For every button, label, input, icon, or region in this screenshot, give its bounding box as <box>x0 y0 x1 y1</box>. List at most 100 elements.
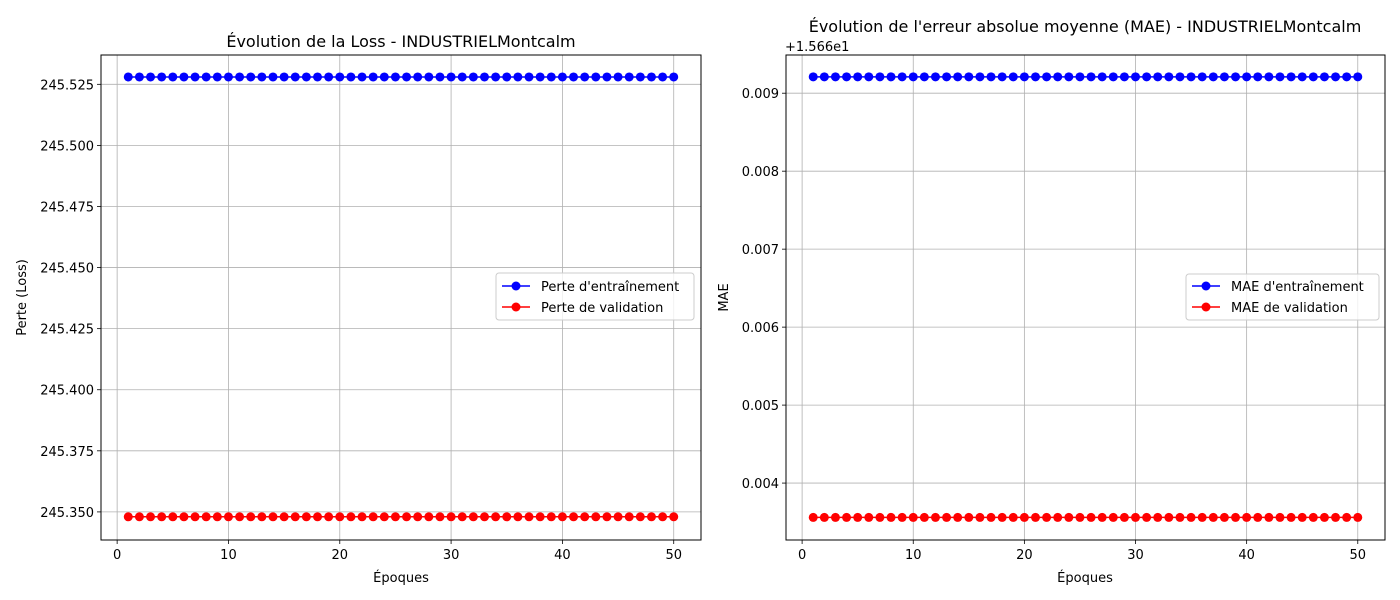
loss-train-point <box>513 72 523 82</box>
loss-train-point <box>212 72 222 82</box>
loss-legend-train-marker <box>511 281 521 291</box>
loss-train-point <box>658 72 668 82</box>
mae-train-point <box>1153 72 1163 82</box>
mae-val-point <box>1053 512 1063 522</box>
loss-val-point <box>357 512 367 522</box>
mae-legend-train-label: MAE d'entraînement <box>1231 280 1364 295</box>
loss-y-tick-label: 245.375 <box>40 445 94 460</box>
mae-val-point <box>1008 512 1018 522</box>
loss-train-point <box>246 72 256 82</box>
loss-train-point <box>301 72 311 82</box>
loss-y-tick-label: 245.475 <box>40 200 94 215</box>
loss-val-point <box>201 512 211 522</box>
loss-train-point <box>669 72 679 82</box>
mae-val-point <box>1119 512 1129 522</box>
mae-train-point <box>919 72 929 82</box>
loss-val-point <box>424 512 434 522</box>
loss-val-point <box>235 512 245 522</box>
loss-val-point <box>435 512 445 522</box>
loss-legend: Perte d'entraînement Perte de validation <box>495 272 695 321</box>
mae-train-point <box>1075 72 1085 82</box>
loss-val-point <box>190 512 200 522</box>
loss-val-point <box>146 512 156 522</box>
mae-train-point <box>908 72 918 82</box>
mae-train-point <box>930 72 940 82</box>
loss-y-tick-label: 245.500 <box>40 139 94 154</box>
mae-train-point <box>1264 72 1274 82</box>
mae-val-point <box>942 512 952 522</box>
mae-x-tick-label: 30 <box>1127 548 1144 563</box>
loss-train-point <box>524 72 534 82</box>
mae-train-point <box>1331 72 1341 82</box>
loss-x-tick-label: 30 <box>443 548 460 563</box>
loss-val-point <box>658 512 668 522</box>
mae-x-tick-label: 20 <box>1016 548 1033 563</box>
mae-val-point <box>1064 512 1074 522</box>
loss-train-point <box>223 72 233 82</box>
loss-val-point <box>624 512 634 522</box>
loss-legend-val-label: Perte de validation <box>541 301 663 316</box>
mae-val-point <box>975 512 985 522</box>
loss-val-point <box>257 512 267 522</box>
mae-train-point <box>1197 72 1207 82</box>
mae-train-point <box>886 72 896 82</box>
loss-val-point <box>646 512 656 522</box>
mae-val-point <box>986 512 996 522</box>
mae-val-point <box>1219 512 1229 522</box>
loss-train-point <box>123 72 133 82</box>
loss-val-point <box>390 512 400 522</box>
loss-val-point <box>290 512 300 522</box>
loss-val-point <box>591 512 601 522</box>
loss-val-point <box>413 512 423 522</box>
mae-val-point <box>1097 512 1107 522</box>
mae-train-point <box>942 72 952 82</box>
loss-train-point <box>390 72 400 82</box>
loss-train-point <box>624 72 634 82</box>
loss-val-point <box>546 512 556 522</box>
mae-train-point <box>1175 72 1185 82</box>
mae-val-point <box>830 512 840 522</box>
mae-val-point <box>1264 512 1274 522</box>
mae-val-point <box>897 512 907 522</box>
loss-train-point <box>346 72 356 82</box>
loss-val-point <box>134 512 144 522</box>
loss-x-tick-label: 20 <box>332 548 349 563</box>
loss-train-point <box>402 72 412 82</box>
mae-train-point <box>1242 72 1252 82</box>
mae-train-point <box>1342 72 1352 82</box>
loss-val-point <box>535 512 545 522</box>
mae-train-point <box>1008 72 1018 82</box>
mae-y-axis-label: MAE <box>717 283 732 311</box>
mae-train-point <box>1208 72 1218 82</box>
loss-val-point <box>379 512 389 522</box>
mae-train-point <box>1019 72 1029 82</box>
mae-x-tick-label: 50 <box>1349 548 1366 563</box>
loss-val-point <box>157 512 167 522</box>
mae-val-point <box>1342 512 1352 522</box>
mae-train-point <box>1142 72 1152 82</box>
mae-y-offset-label: +1.566e1 <box>785 40 849 55</box>
loss-train-point <box>613 72 623 82</box>
loss-y-tick-label: 245.450 <box>40 262 94 277</box>
mae-val-point <box>1042 512 1052 522</box>
loss-train-point <box>569 72 579 82</box>
loss-train-point <box>235 72 245 82</box>
mae-val-point <box>1353 512 1363 522</box>
loss-val-point <box>491 512 501 522</box>
mae-train-point <box>842 72 852 82</box>
mae-y-tick-label: 0.006 <box>742 321 779 336</box>
mae-val-point <box>1019 512 1029 522</box>
mae-train-point <box>1253 72 1263 82</box>
mae-val-point <box>1030 512 1040 522</box>
loss-val-point <box>335 512 345 522</box>
loss-val-point <box>402 512 412 522</box>
mae-val-point <box>886 512 896 522</box>
loss-train-point <box>290 72 300 82</box>
loss-val-point <box>557 512 567 522</box>
mae-train-point <box>853 72 863 82</box>
mae-val-point <box>1131 512 1141 522</box>
loss-val-point <box>524 512 534 522</box>
loss-val-point <box>368 512 378 522</box>
loss-train-point <box>535 72 545 82</box>
loss-train-point <box>146 72 156 82</box>
